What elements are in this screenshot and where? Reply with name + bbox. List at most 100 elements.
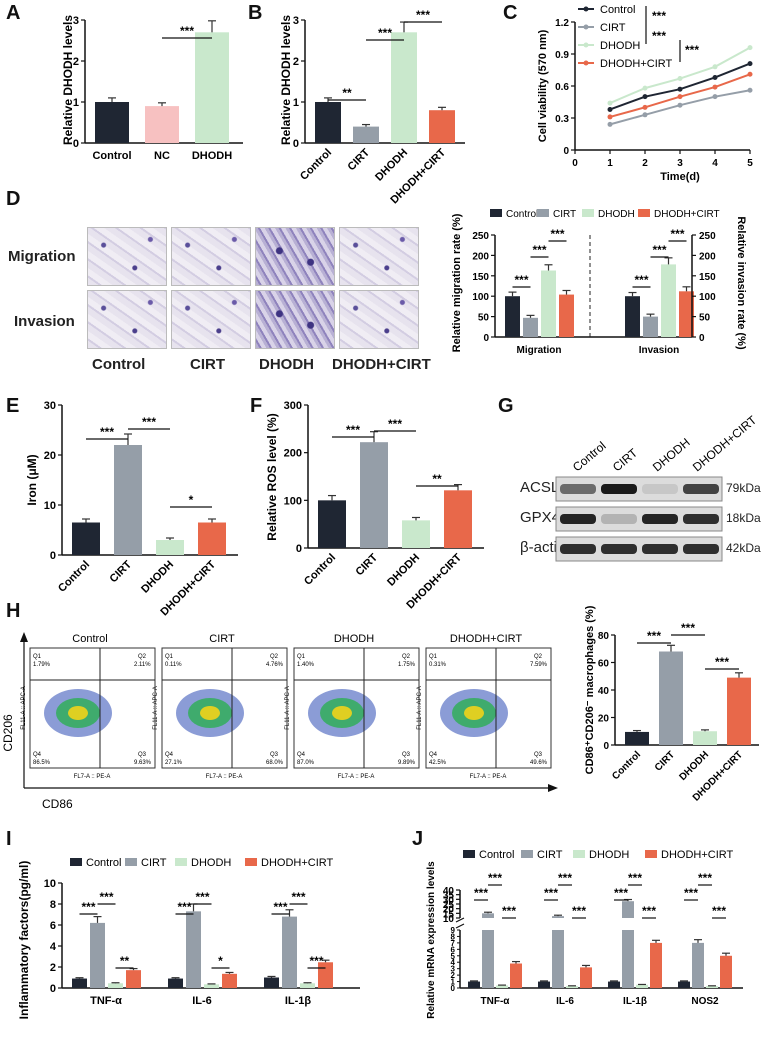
C-data-point — [747, 71, 753, 77]
I-bar — [186, 911, 201, 988]
J-sig-label: *** — [572, 904, 586, 918]
flow-cd86-label: CD86 — [42, 797, 73, 811]
I-y-tick-label: 4 — [50, 941, 57, 953]
wb-lane-label: DHODH — [650, 435, 693, 474]
F-bar — [444, 490, 472, 548]
J-sig-label: *** — [628, 871, 642, 885]
D-legend-label: DHODH+CIRT — [654, 209, 720, 220]
A-y-label: Relative DHODH levels — [61, 15, 75, 145]
I-sig-label: *** — [99, 890, 113, 904]
D-legend-swatch — [490, 209, 502, 217]
flow-q3-value: 9.89% — [398, 760, 416, 766]
C-data-point — [747, 87, 753, 93]
wb-band — [601, 484, 637, 494]
J-x-tick-label: NOS2 — [691, 996, 719, 1007]
C-data-point — [712, 74, 718, 80]
panel-label-a: A — [6, 2, 21, 24]
C-data-point — [607, 114, 613, 120]
J-bar — [580, 967, 592, 988]
row-label-invasion: Invasion — [14, 313, 75, 330]
H-y-tick-label: 60 — [598, 659, 610, 670]
flow-q1-value: 0.11% — [165, 662, 182, 668]
H-y-tick-label: 0 — [603, 741, 609, 752]
flow-q2-label: Q2 — [402, 654, 411, 660]
flow-q3-value: 9.63% — [134, 760, 152, 766]
B-bar — [391, 32, 417, 143]
J-axis-break — [455, 917, 465, 923]
D-legend-label: DHODH — [598, 209, 635, 220]
H-x-tick-label: DHODH — [677, 749, 711, 783]
C-x-label: Time(d) — [660, 171, 700, 183]
J-bar — [538, 981, 550, 988]
I-sig-label: *** — [81, 900, 95, 914]
I-y-tick-label: 6 — [50, 920, 56, 932]
B-y-tick-label: 1 — [293, 97, 299, 109]
J-y-tick-label: 7 — [451, 939, 456, 948]
C-data-point — [642, 85, 648, 91]
C-sig-label: *** — [652, 29, 666, 43]
B-bar — [429, 110, 455, 143]
A-y-tick-label: 0 — [73, 138, 79, 150]
D-sig-label: *** — [550, 227, 564, 241]
J-bar — [566, 986, 578, 988]
J-y-tick-label: 0 — [451, 984, 456, 993]
wb-band — [642, 544, 678, 554]
I-legend-swatch — [245, 858, 257, 866]
D-y2-tick-label: 50 — [699, 313, 711, 324]
wb-kda-label: 42kDa — [726, 541, 761, 555]
I-bar — [204, 984, 219, 988]
E-y-tick-label: 30 — [44, 400, 56, 412]
flow-q3-value: 68.0% — [266, 760, 284, 766]
col-label-dhodh-cirt: DHODH+CIRT — [332, 356, 431, 373]
J-y-tick-label: 25 — [443, 900, 455, 911]
wb-band-strip — [555, 476, 723, 502]
J-sig-label: *** — [488, 871, 502, 885]
flow-q1-value: 1.40% — [297, 662, 315, 668]
col-label-dhodh: DHODH — [259, 356, 314, 373]
E-y-label: Iron (μM) — [25, 454, 39, 505]
I-legend-label: Control — [86, 857, 121, 869]
J-y-tick-label: 9 — [451, 926, 456, 935]
B-y-tick-label: 0 — [293, 138, 299, 150]
C-y-tick-label: 0.3 — [555, 114, 569, 125]
flow-plot-x-label: FL7-A :: PE-A — [206, 774, 243, 780]
col-label-control: Control — [92, 356, 146, 373]
flow-q2-value: 1.75% — [398, 662, 416, 668]
I-legend-swatch — [175, 858, 187, 866]
J-sig-label: *** — [614, 886, 628, 900]
H-bar — [727, 677, 751, 745]
flow-cd206-arrow — [20, 632, 28, 642]
J-y-tick-label: 35 — [443, 891, 455, 902]
I-legend-label: DHODH — [191, 857, 231, 869]
flow-plot-y-label: FL11-A :: APC-A — [153, 686, 159, 730]
J-bar — [692, 942, 704, 988]
E-x-tick-label: Control — [56, 559, 92, 595]
J-sig-label: *** — [474, 886, 488, 900]
flow-q1-value: 0.31% — [429, 662, 447, 668]
flow-q3-label: Q3 — [402, 752, 411, 758]
C-y-tick-label: 0.9 — [555, 50, 569, 61]
J-bar-upper — [552, 916, 564, 918]
C-legend-marker — [583, 6, 589, 12]
I-sig-label: * — [218, 954, 223, 968]
panel-label-d: D — [6, 188, 21, 210]
E-bar — [198, 522, 226, 555]
wb-band-strip — [555, 536, 723, 562]
F-x-tick-label: CIRT — [353, 551, 380, 578]
C-y-tick-label: 0.6 — [555, 82, 569, 93]
J-y-tick-label: 10 — [443, 914, 455, 925]
J-y-tick-label: 40 — [443, 886, 455, 897]
B-y-tick-label: 2 — [293, 56, 299, 68]
B-sig-label: *** — [416, 8, 430, 22]
flow-q2-value: 4.76% — [266, 662, 284, 668]
D-legend-swatch — [537, 209, 549, 217]
I-legend-label: CIRT — [141, 857, 167, 869]
panel-label-b: B — [248, 2, 263, 24]
C-y-tick-label: 0 — [563, 146, 569, 157]
J-legend-swatch — [463, 850, 475, 858]
E-y-tick-label: 20 — [44, 450, 56, 462]
micrograph-invasion-cirt — [171, 290, 251, 349]
C-data-point — [642, 104, 648, 110]
